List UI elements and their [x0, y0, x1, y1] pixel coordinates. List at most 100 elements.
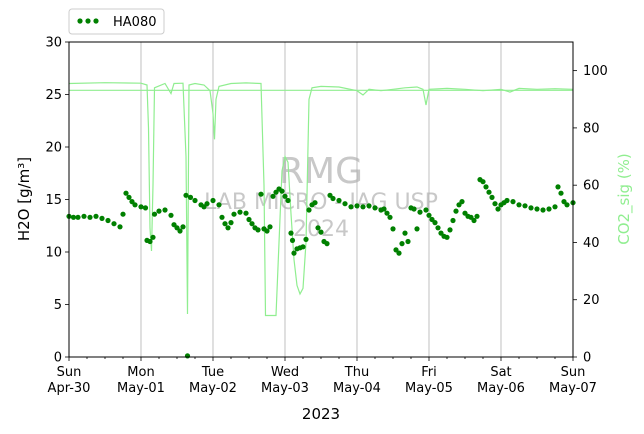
h2o-point	[228, 220, 234, 226]
h2o-point	[187, 194, 194, 200]
x-axis-label: 2023	[302, 405, 340, 423]
x-tick-label-date: May-02	[189, 381, 237, 396]
x-tick-label-day: Sun	[561, 365, 586, 380]
x-tick-label-day: Fri	[421, 365, 437, 380]
h2o-point	[552, 204, 558, 210]
h2o-point	[303, 236, 309, 242]
h2o-point	[432, 220, 438, 226]
h2o-point	[414, 226, 420, 232]
legend-marker	[85, 18, 91, 24]
h2o-point	[504, 197, 510, 204]
x-tick-label-day: Mon	[127, 365, 154, 380]
h2o-point	[216, 202, 222, 208]
h2o-point	[156, 208, 162, 214]
h2o-point	[564, 202, 570, 208]
h2o-point	[354, 203, 360, 209]
x-axis-ticks: SunApr-30MonMay-01TueMay-02WedMay-03ThuM…	[48, 357, 597, 396]
h2o-point	[270, 193, 276, 199]
y-right-tick-label: 100	[583, 64, 608, 79]
h2o-point	[444, 234, 450, 240]
x-tick-label-day: Tue	[201, 365, 224, 380]
x-tick-label-date: May-04	[333, 381, 381, 396]
h2o-point	[111, 221, 117, 227]
y-right-tick-label: 60	[583, 179, 600, 194]
h2o-point	[246, 216, 252, 223]
h2o-point	[306, 207, 312, 213]
h2o-point	[483, 184, 489, 190]
h2o-point	[402, 230, 408, 236]
h2o-point	[372, 205, 378, 211]
h2o-point	[411, 206, 417, 212]
h2o-point	[540, 207, 546, 213]
h2o-point	[336, 197, 342, 204]
h2o-point	[291, 250, 297, 256]
h2o-point	[348, 204, 354, 210]
y-left-tick-label: 15	[45, 193, 62, 208]
h2o-point	[151, 211, 158, 217]
h2o-point	[417, 209, 423, 215]
x-tick-label-date: May-03	[261, 381, 309, 396]
h2o-point	[312, 200, 318, 206]
h2o-point	[222, 221, 228, 227]
h2o-point	[138, 204, 144, 210]
legend-box	[68, 8, 165, 35]
h2o-point	[70, 214, 77, 220]
h2o-point	[255, 227, 261, 233]
h2o-point	[459, 199, 465, 205]
h2o-point	[315, 225, 321, 231]
h2o-point	[184, 353, 191, 359]
h2o-point	[555, 184, 561, 190]
h2o-point	[126, 194, 132, 200]
h2o-point	[258, 191, 264, 197]
h2o-point	[384, 210, 390, 216]
h2o-point	[192, 197, 198, 204]
watermark-lab: LAB MICRO - IAG USP	[204, 190, 438, 215]
h2o-point	[87, 214, 93, 220]
h2o-point	[267, 224, 273, 230]
h2o-point	[117, 224, 123, 230]
h2o-point	[177, 228, 183, 234]
h2o-point	[219, 214, 225, 220]
h2o-point	[510, 199, 516, 205]
h2o-point	[105, 217, 111, 224]
h2o-point	[285, 197, 291, 204]
h2o-series	[66, 177, 576, 359]
h2o-point	[318, 229, 324, 235]
h2o-point	[396, 250, 402, 256]
y-left-tick-label: 30	[45, 36, 62, 51]
h2o-point	[237, 209, 243, 215]
watermark-year: 2024	[293, 217, 349, 242]
h2o-point	[366, 203, 372, 209]
y-axis-label-left: H2O [g/m³]	[15, 157, 33, 241]
x-tick-label-day: Thu	[344, 365, 369, 380]
h2o-point	[486, 189, 492, 195]
h2o-point	[480, 179, 486, 185]
y-left-tick-label: 0	[54, 351, 62, 366]
h2o-point	[120, 211, 126, 217]
h2o-point	[132, 202, 138, 208]
h2o-point	[390, 226, 396, 232]
co2-series	[68, 82, 574, 317]
h2o-point	[546, 206, 552, 212]
h2o-point	[279, 188, 285, 194]
y-right-tick-label: 80	[583, 121, 600, 136]
legend-label: HA080	[113, 15, 156, 30]
h2o-point	[324, 241, 330, 247]
y-left-tick-label: 5	[54, 298, 62, 313]
y-axis-label-right: CO2_sig (%)	[615, 153, 634, 245]
h2o-point	[288, 230, 294, 236]
h2o-point	[243, 210, 249, 216]
h2o-point	[435, 225, 441, 231]
h2o-point	[381, 206, 387, 212]
y-right-tick-label: 0	[583, 351, 591, 366]
legend-marker	[93, 18, 99, 24]
h2o-point	[522, 203, 528, 209]
legend: HA080	[68, 8, 165, 35]
h2o-point	[150, 234, 156, 240]
x-tick-label-day: Wed	[271, 365, 299, 380]
h2o-point	[405, 238, 411, 245]
h2o-point	[447, 227, 453, 233]
x-tick-label-date: May-06	[477, 381, 525, 396]
h2o-point	[423, 207, 429, 213]
y-left-ticks: 0 5 10 15 20 25 30	[45, 36, 69, 366]
